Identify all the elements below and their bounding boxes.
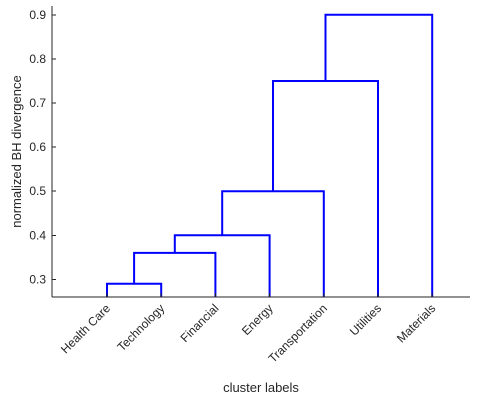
- x-ticks: Health Care Technology Financial EnergyTran…: [58, 293, 438, 366]
- dendrogram-link: [221, 190, 325, 297]
- axes: [51, 6, 470, 298]
- x-axis-label: cluster labels: [223, 380, 299, 395]
- dendrogram-link: [106, 282, 163, 297]
- dendrogram-link: [272, 80, 379, 297]
- x-tick-label: Utilities: [347, 301, 384, 338]
- x-tick-label: Health Care: [58, 301, 113, 356]
- y-tick-label: 0.7: [29, 96, 46, 110]
- y-tick-label: 0.4: [29, 228, 46, 242]
- x-tick-label: Materials: [394, 301, 438, 345]
- dendrogram-links: [106, 13, 434, 297]
- dendrogram-link: [324, 13, 434, 297]
- y-ticks: 0.3 0.4 0.5 0.6 0.7 0.8 0.9: [29, 8, 56, 286]
- y-axis-label: normalized BH divergence: [9, 75, 24, 227]
- y-tick-label: 0.3: [29, 272, 46, 286]
- dendrogram-link: [173, 234, 271, 297]
- y-tick-label: 0.9: [29, 8, 46, 22]
- x-tick-label: Technology: [114, 301, 167, 354]
- y-tick-label: 0.5: [29, 184, 46, 198]
- dendrogram-link: [133, 251, 217, 297]
- y-tick-label: 0.8: [29, 52, 46, 66]
- x-tick-label: Financial: [178, 301, 222, 345]
- y-tick-label: 0.6: [29, 140, 46, 154]
- x-tick-label: Energy: [239, 301, 276, 338]
